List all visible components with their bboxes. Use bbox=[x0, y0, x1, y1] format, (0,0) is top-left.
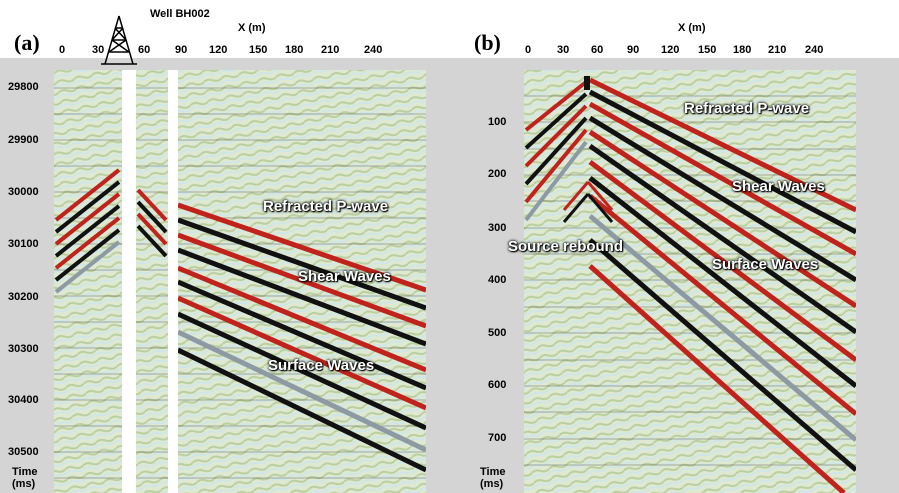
panel-b-x-tick: 0 bbox=[525, 44, 532, 56]
panel-a-x-tick: 150 bbox=[249, 44, 268, 56]
panel-b-y-tick: 700 bbox=[488, 432, 507, 444]
panel-a-right-strip bbox=[426, 58, 466, 493]
panel-a-y-axis-title-line1: Time bbox=[12, 466, 38, 478]
panel-b: (b) X (m) 0 30 60 90 120 150 180 210 240… bbox=[466, 0, 899, 493]
panel-b-x-tick: 210 bbox=[768, 44, 787, 56]
panel-a-label: (a) bbox=[14, 30, 40, 55]
panel-b-annotation-shear: Shear Waves bbox=[732, 178, 825, 195]
panel-a-y-tick: 29900 bbox=[8, 134, 39, 146]
panel-a-y-tick: 30400 bbox=[8, 394, 39, 406]
panel-a-x-tick: 60 bbox=[138, 44, 151, 56]
panel-b-right-strip bbox=[856, 58, 899, 493]
panel-a-seismic-image bbox=[54, 70, 426, 493]
panel-b-y-tick: 600 bbox=[488, 379, 507, 391]
panel-b-y-tick: 300 bbox=[488, 222, 507, 234]
panel-a-x-tick: 240 bbox=[364, 44, 383, 56]
panel-a-annotation-refracted: Refracted P-wave bbox=[263, 198, 389, 215]
panel-a-annotation-shear: Shear Waves bbox=[298, 268, 391, 285]
panel-a-x-axis-title: X (m) bbox=[238, 22, 266, 34]
panel-a-y-tick: 30000 bbox=[8, 186, 39, 198]
panel-a: (a) X (m) Well BH002 0 30 60 90 120 150 … bbox=[0, 8, 466, 493]
panel-b-annotation-refracted: Refracted P-wave bbox=[684, 100, 810, 117]
panel-a-y-tick: 30300 bbox=[8, 343, 39, 355]
panel-a-y-tick: 30500 bbox=[8, 446, 39, 458]
panel-b-y-axis-title: Time (ms) bbox=[480, 466, 505, 490]
well-label: Well BH002 bbox=[150, 8, 210, 20]
panel-b-x-tick: 240 bbox=[805, 44, 824, 56]
panel-a-annotation-surface: Surface Waves bbox=[268, 357, 375, 374]
panel-b-x-tick: 90 bbox=[627, 44, 640, 56]
panel-b-x-tick: 150 bbox=[698, 44, 717, 56]
panel-b-y-axis-strip bbox=[466, 58, 524, 493]
panel-a-x-tick: 0 bbox=[59, 44, 66, 56]
panel-a-y-tick: 30100 bbox=[8, 238, 39, 250]
panel-a-x-tick: 210 bbox=[321, 44, 340, 56]
panel-a-top-strip bbox=[0, 58, 466, 70]
panel-a-y-axis-strip bbox=[0, 58, 54, 493]
panel-b-y-tick: 200 bbox=[488, 168, 507, 180]
panel-b-annotation-source-rebound: Source rebound bbox=[508, 238, 624, 255]
panel-a-y-axis-title: Time (ms) bbox=[12, 466, 37, 490]
panel-b-label: (b) bbox=[474, 30, 501, 55]
panel-b-y-tick: 500 bbox=[488, 327, 507, 339]
panel-b-y-tick: 400 bbox=[488, 274, 507, 286]
panel-b-y-axis-title-line1: Time bbox=[480, 466, 506, 478]
well-derrick-icon bbox=[101, 15, 137, 65]
panel-b-x-tick: 30 bbox=[557, 44, 570, 56]
panel-a-y-axis-title-line2: (ms) bbox=[12, 478, 36, 490]
panel-a-x-tick: 30 bbox=[92, 44, 105, 56]
panel-a-x-tick: 120 bbox=[209, 44, 228, 56]
panel-b-y-axis-title-line2: (ms) bbox=[480, 478, 504, 490]
panel-a-x-tick: 180 bbox=[285, 44, 304, 56]
panel-b-y-tick: 100 bbox=[488, 116, 507, 128]
panel-a-x-tick: 90 bbox=[175, 44, 188, 56]
panel-b-x-tick: 60 bbox=[591, 44, 604, 56]
panel-b-top-strip bbox=[466, 58, 899, 70]
panel-a-y-tick: 29800 bbox=[8, 81, 39, 93]
panel-b-x-tick: 120 bbox=[661, 44, 680, 56]
panel-b-x-tick: 180 bbox=[733, 44, 752, 56]
panel-a-y-tick: 30200 bbox=[8, 291, 39, 303]
panel-b-x-axis-title: X (m) bbox=[678, 22, 706, 34]
panel-b-annotation-surface: Surface Waves bbox=[712, 256, 819, 273]
panel-b-seismic-image bbox=[524, 70, 856, 493]
